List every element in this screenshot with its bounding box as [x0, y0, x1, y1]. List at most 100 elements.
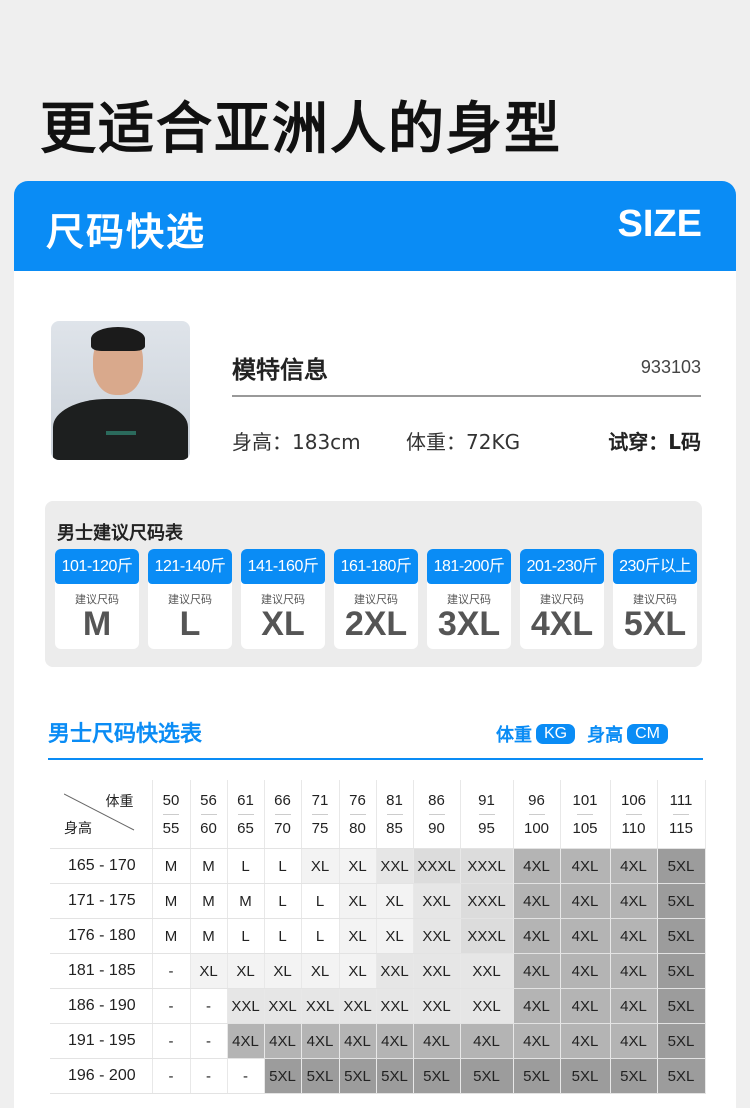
size-cell: M: [152, 918, 191, 954]
size-cell: XXL: [413, 883, 461, 919]
size-cell: 5XL: [657, 1058, 706, 1094]
units-legend: 体重 KG 身高 CM: [496, 721, 676, 747]
weight-min: 61: [237, 791, 254, 809]
size-cell: XL: [301, 953, 340, 989]
size-cell: XXXL: [460, 918, 514, 954]
size-cell: -: [152, 953, 191, 989]
height-label: 身高: [587, 725, 624, 746]
size-cell: 5XL: [264, 1058, 302, 1094]
suggested-size-label: 建议尺码: [261, 593, 305, 606]
weight-min: 50: [162, 791, 180, 809]
size-cell: 4XL: [513, 1023, 561, 1059]
suggested-size-value: 2XL: [344, 605, 408, 643]
size-cell: 4XL: [339, 1023, 377, 1059]
size-cell: -: [190, 1058, 228, 1094]
size-cell: XL: [339, 953, 377, 989]
size-cell: XXL: [301, 988, 340, 1024]
suggested-size-value: 5XL: [623, 605, 687, 643]
suggested-size-panel: 男士建议尺码表 101-120斤 建议尺码 M 121-140斤 建议尺码 L 14…: [45, 501, 702, 667]
size-cell: 5XL: [657, 988, 706, 1024]
size-cell: 4XL: [560, 1023, 611, 1059]
suggested-size-label: 建议尺码: [633, 593, 677, 606]
height-range: 191 - 195: [50, 1023, 153, 1059]
size-cell: M: [152, 883, 191, 919]
size-header-title: 尺码快选: [46, 210, 207, 254]
size-cell: M: [190, 883, 228, 919]
weight-range: 101-120斤: [55, 549, 139, 584]
size-cell: 4XL: [513, 883, 561, 919]
size-card-4xl: 201-230斤 建议尺码 4XL: [520, 549, 604, 649]
table-row: 186 - 190- - XXL XXL XXL XXL XXL XXL XXL 4XL 4XL 4X…: [50, 988, 706, 1024]
weight-column-header: 76 80: [339, 780, 377, 849]
size-cell: XXL: [227, 988, 265, 1024]
size-cell: 4XL: [301, 1023, 340, 1059]
size-cell: 4XL: [513, 918, 561, 954]
size-cell: 4XL: [610, 883, 658, 919]
size-cell: -: [152, 988, 191, 1024]
size-cell: 5XL: [657, 953, 706, 989]
weight-range: 121-140斤: [148, 549, 232, 584]
size-cell: 4XL: [610, 953, 658, 989]
weight-max: 105: [572, 819, 598, 837]
suggested-size-title: 男士建议尺码表: [57, 523, 183, 544]
size-cell: M: [227, 883, 265, 919]
size-cell: 4XL: [560, 953, 611, 989]
table-row: 191 - 195- -4XL 4XL 4XL 4XL 4XL 4XL 4XL 4XL 4XL 4X…: [50, 1023, 706, 1059]
corner-cell: 体重 身高: [50, 780, 153, 849]
size-card-m: 101-120斤 建议尺码 M: [55, 549, 139, 649]
weight-min: 111: [669, 791, 693, 809]
weight-max: 100: [523, 819, 550, 837]
suggested-size-value: L: [179, 605, 201, 643]
weight-max: 110: [621, 819, 646, 837]
page-title: 更适合亚洲人的身型: [40, 97, 562, 162]
suggested-size-label: 建议尺码: [75, 593, 119, 606]
weight-column-header: 71 75: [301, 780, 340, 849]
height-range: 186 - 190: [50, 988, 153, 1024]
size-cell: 4XL: [513, 848, 561, 884]
weight-range: 141-160斤: [241, 549, 325, 584]
size-cell: 5XL: [376, 1058, 414, 1094]
height-range: 196 - 200: [50, 1058, 153, 1094]
divider: [48, 758, 703, 760]
size-cell: 4XL: [264, 1023, 302, 1059]
weight-column-header: 96 100: [513, 780, 561, 849]
weight-range: 181-200斤: [427, 549, 511, 584]
suggested-size-label: 建议尺码: [354, 593, 398, 606]
table-row: 176 - 180 M M L L L XL XL XXL XXXL 4XL 4XL 4XL 5XL: [50, 918, 706, 954]
weight-column-header: 56 60: [190, 780, 228, 849]
size-cell: 5XL: [513, 1058, 561, 1094]
model-height: 身高：183cm: [232, 430, 361, 454]
size-cell: 4XL: [610, 1023, 658, 1059]
weight-column-header: 86 90: [413, 780, 461, 849]
size-cell: 4XL: [560, 883, 611, 919]
weight-min: 76: [349, 791, 366, 809]
weight-max: 55: [162, 819, 180, 837]
weight-column-header: 91 95: [460, 780, 514, 849]
weight-min: 66: [274, 791, 291, 809]
size-header-bar: 尺码快选 SIZE: [14, 181, 736, 271]
size-card-3xl: 181-200斤 建议尺码 3XL: [427, 549, 511, 649]
size-cell: XL: [264, 953, 302, 989]
suggested-size-value: 4XL: [530, 605, 594, 643]
size-cell: 4XL: [560, 918, 611, 954]
size-cell: XXL: [460, 988, 514, 1024]
suggested-size-value: XL: [261, 605, 305, 643]
table-row: 196 - 200- - -5XL 5XL 5XL 5XL 5XL 5XL 5XL 5XL 5XL 5…: [50, 1058, 706, 1094]
model-weight: 体重：72KG: [406, 430, 521, 454]
size-cell: L: [264, 848, 302, 884]
size-cell: -: [190, 1023, 228, 1059]
size-card-l: 121-140斤 建议尺码 L: [148, 549, 232, 649]
size-cell: -: [152, 1058, 191, 1094]
size-cell: 4XL: [227, 1023, 265, 1059]
size-cell: XXXL: [460, 883, 514, 919]
size-cell: L: [264, 918, 302, 954]
weight-column-header: 61 65: [227, 780, 265, 849]
height-range: 176 - 180: [50, 918, 153, 954]
weight-max: 80: [349, 819, 366, 837]
weight-max: 115: [669, 819, 693, 837]
model-info-title: 模特信息: [232, 356, 328, 384]
height-range: 181 - 185: [50, 953, 153, 989]
weight-range: 201-230斤: [520, 549, 604, 584]
suggested-size-label: 建议尺码: [447, 593, 491, 606]
weight-label: 体重: [495, 725, 532, 746]
